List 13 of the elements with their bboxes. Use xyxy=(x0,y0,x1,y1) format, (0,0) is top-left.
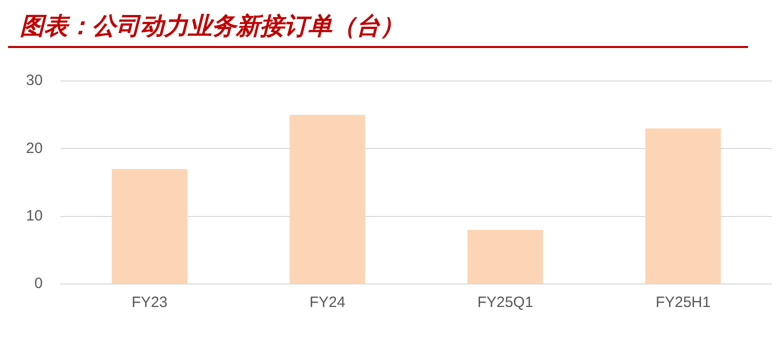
bar xyxy=(112,168,188,284)
chart-title: 图表：公司动力业务新接订单（台） xyxy=(19,11,405,42)
bar xyxy=(290,114,366,284)
y-tick-label: 30 xyxy=(26,72,43,90)
bar xyxy=(467,230,544,284)
y-tick-label: 20 xyxy=(26,140,43,157)
bar xyxy=(645,128,721,284)
x-tick-label: FY25H1 xyxy=(656,294,711,312)
x-tick-label: FY23 xyxy=(132,294,168,312)
y-tick-label: 0 xyxy=(34,275,43,292)
x-tick-label: FY25Q1 xyxy=(477,294,534,312)
x-tick-label: FY24 xyxy=(310,294,346,312)
y-tick-label: 10 xyxy=(26,207,43,224)
